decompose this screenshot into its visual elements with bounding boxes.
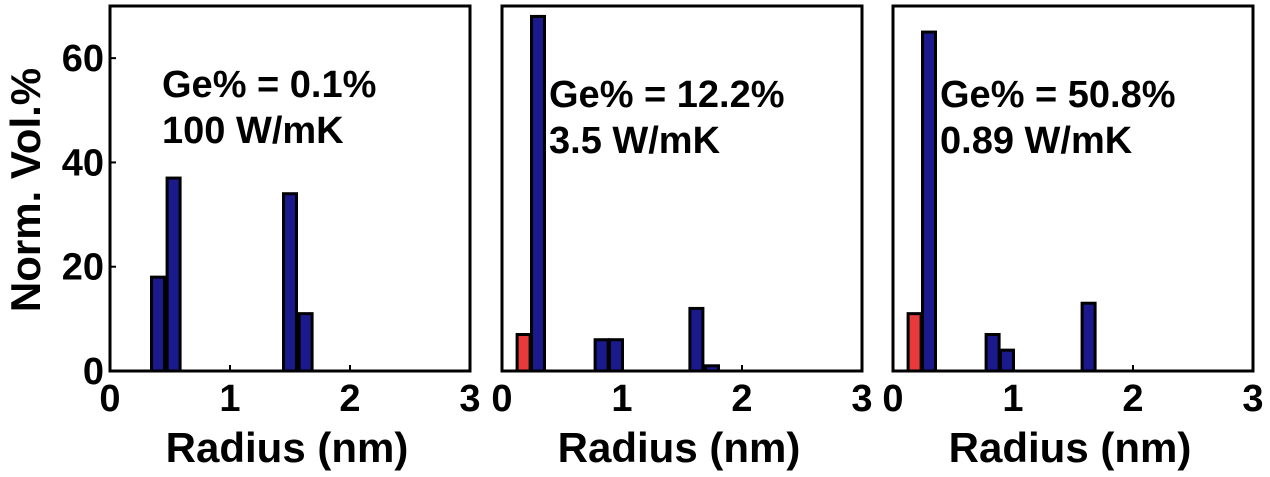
bar-p2-s2-3	[608, 338, 624, 373]
bar-p2-s2-1	[530, 14, 546, 373]
x-axis-label-1: Radius (nm)	[166, 424, 409, 471]
chart-panel-1: 0 1 2 3 0 20 40 60 Radius (nm) Ge% = 0.1%100 W/mK	[62, 4, 481, 471]
x-tick-label-p1-2: 1	[219, 378, 240, 420]
annotation-p3-1: Ge% = 50.8%	[940, 74, 1176, 116]
x-axis-label-3: Radius (nm)	[949, 424, 1192, 471]
x-tick-label-p3-4: 3	[1242, 378, 1263, 420]
chart-panel-3: 0 1 2 3 Radius (nm) Ge% = 50.8%0.89 W/mK	[882, 4, 1264, 471]
x-tick-label-p3-1: 0	[882, 378, 903, 420]
bar-p3-s2-1	[921, 30, 937, 373]
plot-frame-2	[500, 4, 864, 373]
bar-p2-s2-2	[593, 338, 610, 373]
x-tick-label-p3-2: 1	[1002, 378, 1023, 420]
bar-p2-s2-4	[688, 306, 705, 373]
x-tick-label-p1-3: 2	[339, 378, 360, 420]
bar-p2-s1-1	[515, 333, 532, 373]
bar-p1-s1-3	[282, 192, 298, 373]
plot-frame-1	[108, 4, 472, 373]
x-tick-label-p3-3: 2	[1122, 378, 1143, 420]
annotation-p3-2: 0.89 W/mK	[940, 120, 1133, 162]
x-axis-label-2: Radius (nm)	[558, 424, 801, 471]
x-tick-label-p2-1: 0	[491, 378, 512, 420]
y-tick-label-p1-3: 40	[62, 142, 104, 184]
x-tick-label-p2-3: 2	[731, 378, 752, 420]
x-tick-label-p2-2: 1	[611, 378, 632, 420]
annotation-p2-1: Ge% = 12.2%	[549, 74, 785, 116]
annotation-p1-1: Ge% = 0.1%	[162, 64, 376, 106]
bar-p1-s1-4	[297, 312, 314, 373]
x-tick-label-p2-4: 3	[851, 378, 872, 420]
y-tick-label-p1-2: 20	[62, 247, 104, 289]
bar-p3-s2-2	[984, 333, 1001, 373]
x-tick-label-p1-4: 3	[459, 378, 480, 420]
bar-p1-s1-1	[150, 275, 166, 373]
plot-frame-3	[891, 4, 1255, 373]
x-tick-label-p1-1: 0	[99, 378, 120, 420]
bar-p3-s2-3	[999, 348, 1015, 373]
annotation-p1-2: 100 W/mK	[162, 110, 344, 152]
y-tick-label-p1-4: 60	[62, 38, 104, 80]
chart-panel-2: 0 1 2 3 Radius (nm) Ge% = 12.2%3.5 W/mK	[491, 4, 873, 471]
bar-p3-s1-1	[906, 312, 923, 373]
y-tick-label-p1-1: 0	[83, 351, 104, 393]
annotation-p2-2: 3.5 W/mK	[549, 120, 721, 162]
bar-p3-s2-4	[1080, 301, 1097, 373]
y-axis-label: Norm. Vol.%	[2, 68, 49, 312]
bar-p1-s1-2	[165, 176, 182, 373]
